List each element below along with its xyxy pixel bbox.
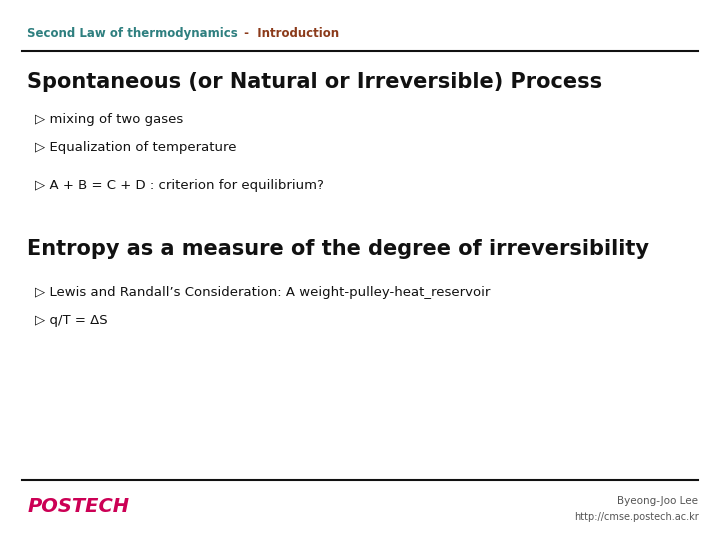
Text: ▷ q/T = ΔS: ▷ q/T = ΔS <box>35 314 107 327</box>
Text: Spontaneous (or Natural or Irreversible) Process: Spontaneous (or Natural or Irreversible)… <box>27 72 603 92</box>
Text: ▷ A + B = C + D : criterion for equilibrium?: ▷ A + B = C + D : criterion for equilibr… <box>35 179 323 192</box>
Text: -  Introduction: - Introduction <box>240 27 339 40</box>
Text: ▷ mixing of two gases: ▷ mixing of two gases <box>35 113 183 126</box>
Text: http://cmse.postech.ac.kr: http://cmse.postech.ac.kr <box>574 512 698 522</box>
Text: POSTECH: POSTECH <box>27 497 130 516</box>
Text: Byeong-Joo Lee: Byeong-Joo Lee <box>618 496 698 506</box>
Text: Entropy as a measure of the degree of irreversibility: Entropy as a measure of the degree of ir… <box>27 239 649 259</box>
Text: Second Law of thermodynamics: Second Law of thermodynamics <box>27 27 238 40</box>
Text: ▷ Equalization of temperature: ▷ Equalization of temperature <box>35 141 236 154</box>
Text: ▷ Lewis and Randall’s Consideration: A weight-pulley-heat_reservoir: ▷ Lewis and Randall’s Consideration: A w… <box>35 286 490 299</box>
